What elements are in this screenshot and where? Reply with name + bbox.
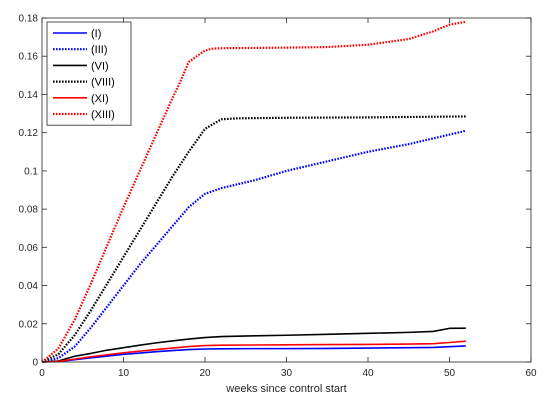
y-tick-label: 0.12	[19, 128, 39, 139]
legend-label-1: (I)	[91, 28, 101, 40]
y-tick-label: 0	[32, 358, 38, 369]
x-tick-label: 30	[281, 368, 293, 379]
y-tick-label: 0.18	[19, 14, 39, 25]
y-tick-label: 0.14	[19, 90, 39, 101]
legend-label-2: (III)	[91, 44, 108, 56]
y-tick-label: 0.16	[19, 52, 39, 63]
series-line-1	[41, 345, 466, 363]
legend-label-3: (VI)	[91, 60, 109, 72]
series-layer	[41, 20, 467, 364]
x-axis-label: weeks since control start	[225, 383, 346, 395]
x-tick-label: 10	[118, 368, 130, 379]
y-tick-label: 0.04	[19, 281, 39, 292]
series-line-4	[41, 115, 466, 363]
legend: (I) (III) (VI) (VIII) (XI) (XIII)	[46, 21, 132, 126]
series-line-3	[41, 327, 466, 363]
series-line-2	[41, 129, 467, 364]
y-tick-label: 0.06	[19, 243, 39, 254]
y-tick-label: 0.1	[24, 166, 38, 177]
legend-box	[46, 21, 132, 126]
legend-label-4: (VIII)	[91, 77, 115, 89]
x-tick-label: 60	[525, 368, 537, 379]
x-tick-label: 40	[362, 368, 374, 379]
axes-layer: 0 10 20 30 40 50 60 0 0.02 0.04 0.06 0.08 0.1 0.12 0.1…	[19, 14, 537, 380]
series-line-5	[41, 340, 466, 363]
y-tick-label: 0.02	[19, 319, 39, 330]
x-tick-label: 0	[39, 368, 45, 379]
x-tick-label: 20	[199, 368, 211, 379]
y-tick-label: 0.08	[19, 205, 39, 216]
series-line-6	[41, 20, 466, 363]
legend-label-5: (XI)	[91, 93, 109, 105]
x-tick-label: 50	[444, 368, 456, 379]
legend-label-6: (XIII)	[91, 109, 115, 121]
